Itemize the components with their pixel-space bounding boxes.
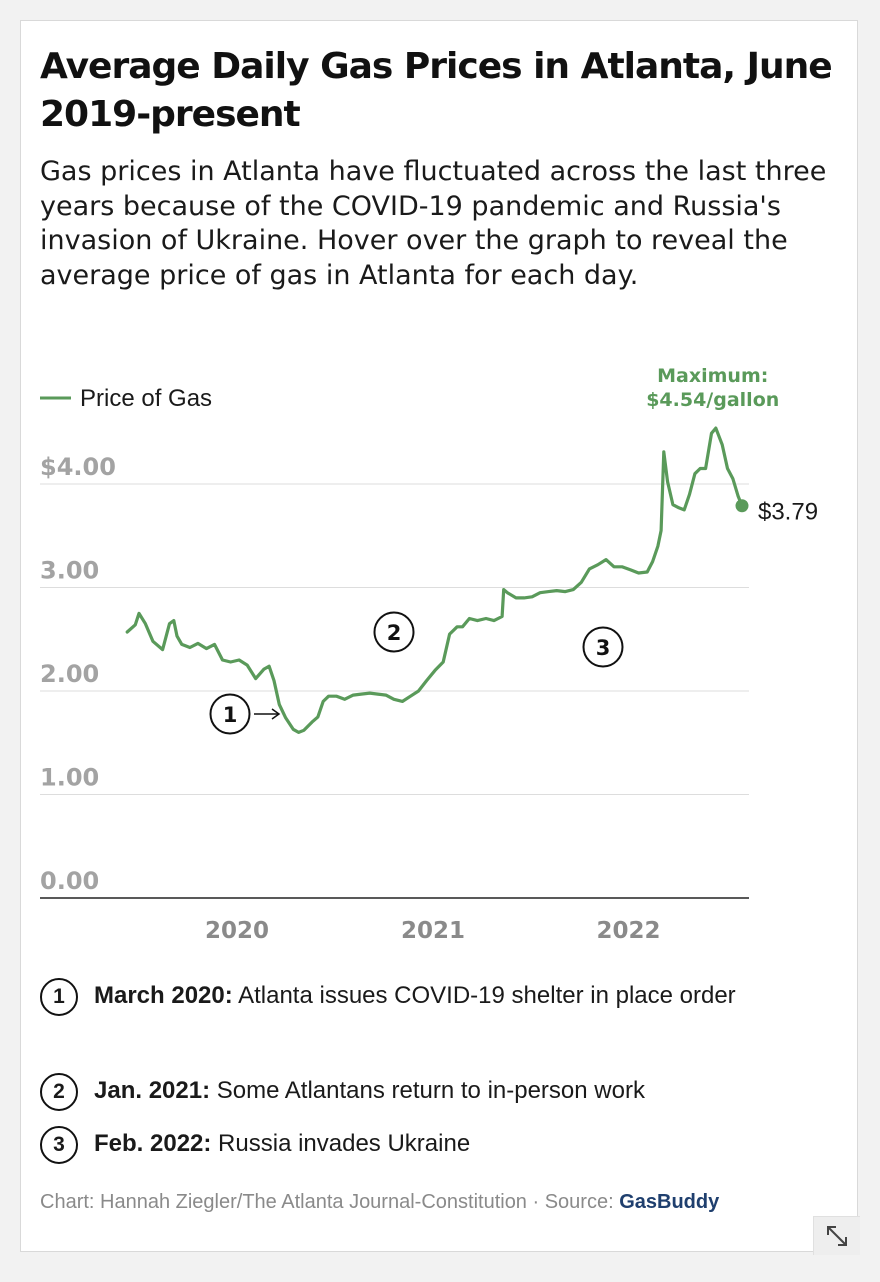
y-tick-label: 3.00 — [40, 557, 99, 585]
note-heading-2: Jan. 2021: — [94, 1077, 211, 1104]
annotation-marker — [209, 693, 251, 735]
note-number-1: 1 — [40, 978, 78, 1016]
last-value-label: $3.79 — [758, 499, 818, 526]
note-heading-1: March 2020: — [94, 982, 233, 1009]
maximum-label-line: Maximum: — [657, 365, 768, 387]
expand-button[interactable] — [813, 1216, 860, 1255]
expand-arrows-icon — [827, 1226, 847, 1246]
chart-credit: Chart: Hannah Ziegler/The Atlanta Journa… — [40, 1189, 800, 1216]
x-tick-label: 2020 — [205, 918, 269, 944]
legend-label: Price of Gas — [80, 385, 212, 412]
last-value-dot — [735, 499, 749, 513]
annotation-number: 3 — [596, 636, 611, 660]
y-tick-label: $4.00 — [40, 453, 116, 481]
note-2: 2 Jan. 2021: Some Atlantans return to in… — [40, 1073, 854, 1111]
x-tick-label: 2021 — [401, 918, 465, 944]
note-text-2: Some Atlantans return to in-person work — [210, 1077, 645, 1104]
annotation-marker — [373, 611, 415, 653]
note-heading-3: Feb. 2022: — [94, 1130, 212, 1157]
credit-text: Chart: Hannah Ziegler/The Atlanta Journa… — [40, 1191, 620, 1213]
price-line — [125, 426, 744, 734]
chart-card: Average Daily Gas Prices in Atlanta, Jun… — [20, 20, 860, 1255]
source-link[interactable]: GasBuddy — [619, 1191, 720, 1213]
note-text-1: Atlanta issues COVID-19 shelter in place… — [232, 982, 736, 1009]
note-1: 1 March 2020: Atlanta issues COVID-19 sh… — [40, 978, 854, 1016]
note-number-3: 3 — [40, 1126, 78, 1164]
chart-title: Average Daily Gas Prices in Atlanta, Jun… — [40, 46, 833, 135]
line-chart[interactable]: 0.00 1.00 2.00 3.00 $4.00 2020 2021 2022 Price o… — [21, 361, 859, 961]
maximum-label-line: $4.54/gallon — [646, 389, 779, 411]
annotation-number: 1 — [223, 703, 238, 727]
maximum-label: Maximum: $4.54/gallon — [646, 365, 779, 411]
annotation-arrowhead — [271, 708, 281, 720]
chart-subtitle: Gas prices in Atlanta have fluctuated ac… — [40, 156, 827, 291]
y-tick-label: 2.00 — [40, 660, 99, 688]
y-tick-label: 0.00 — [40, 867, 99, 895]
y-tick-label: 1.00 — [40, 764, 99, 792]
annotation-number: 2 — [387, 621, 402, 645]
annotation-marker — [582, 626, 624, 668]
note-3: 3 Feb. 2022: Russia invades Ukraine — [40, 1126, 854, 1164]
note-text-3: Russia invades Ukraine — [211, 1130, 471, 1157]
note-number-2: 2 — [40, 1073, 78, 1111]
x-tick-label: 2022 — [596, 918, 660, 944]
